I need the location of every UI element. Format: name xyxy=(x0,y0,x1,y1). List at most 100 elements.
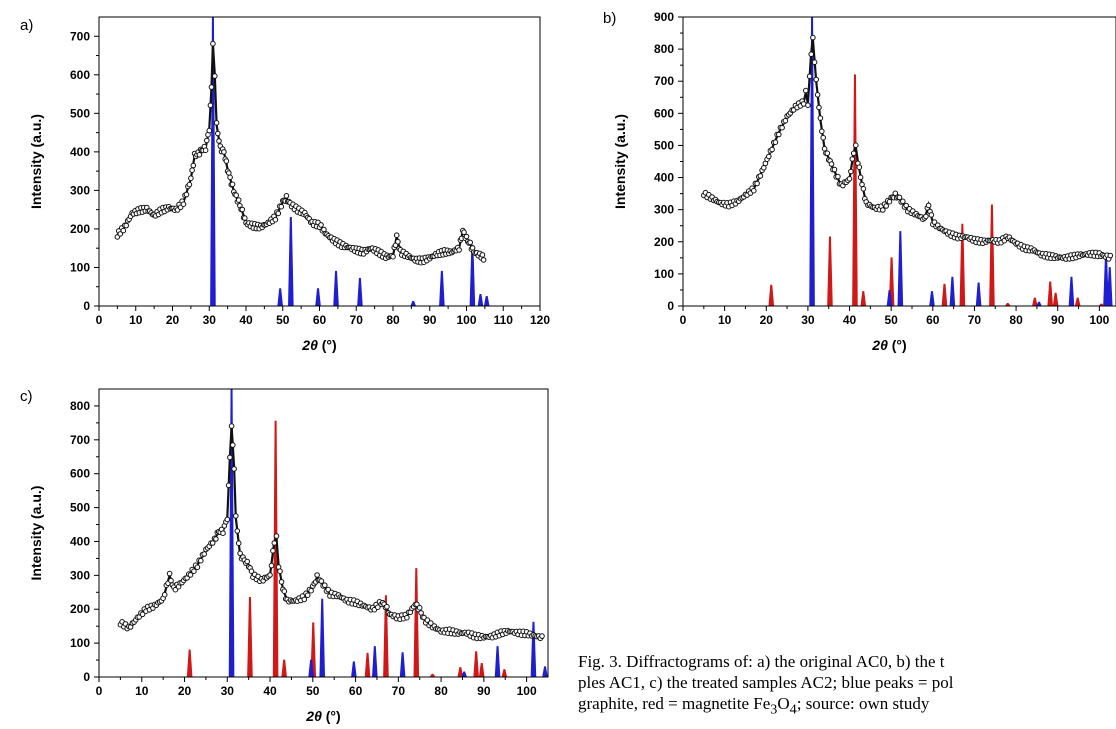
x-tick-label: 80 xyxy=(434,684,448,698)
data-point xyxy=(393,232,400,238)
data-point xyxy=(820,134,827,141)
data-point xyxy=(813,76,820,83)
data-point xyxy=(207,102,214,109)
graphite-peak xyxy=(897,231,904,306)
data-point xyxy=(213,536,219,542)
data-point xyxy=(318,222,324,228)
y-tick-label: 100 xyxy=(70,260,90,274)
y-tick-label: 300 xyxy=(70,183,90,197)
data-point xyxy=(923,213,929,220)
graphite-peak xyxy=(483,295,490,306)
data-point xyxy=(849,156,856,162)
data-point xyxy=(231,466,237,472)
y-tick-label: 100 xyxy=(654,267,674,281)
data-point xyxy=(278,579,285,585)
data-point xyxy=(301,596,308,603)
x-tick-label: 60 xyxy=(926,313,940,327)
x-axis-title: 2θ (°) xyxy=(301,337,336,353)
graphite-peak xyxy=(461,671,468,677)
data-point xyxy=(271,540,278,546)
x-tick-label: 60 xyxy=(313,313,327,327)
measured-markers xyxy=(117,423,545,642)
graphite-peak xyxy=(477,294,484,306)
caption-line-1: Fig. 3. Diffractograms of: a) the origin… xyxy=(578,652,945,671)
x-tick-label: 20 xyxy=(178,684,192,698)
data-point xyxy=(810,34,816,41)
magnetite-peak xyxy=(457,667,464,677)
data-point xyxy=(273,533,280,539)
chart-panel-1: 0 10 20 30 40 50 60 70 80 90 100 110 120 0 100 200 300 40… xyxy=(20,16,550,353)
y-tick-label: 700 xyxy=(70,29,90,43)
data-point xyxy=(278,203,285,210)
data-point xyxy=(824,150,831,156)
panel-label: c) xyxy=(20,388,33,405)
data-point xyxy=(123,222,129,229)
magnetite-peak xyxy=(1047,281,1054,306)
data-point xyxy=(221,149,227,155)
data-point xyxy=(267,572,273,578)
magnetite-peak xyxy=(860,291,867,306)
data-point xyxy=(848,168,854,175)
data-point xyxy=(283,193,290,199)
chart-panel-2: 0 10 20 30 40 50 60 70 80 90 100 0 100 200 300 400 500 60… xyxy=(603,10,1116,353)
graphite-peak xyxy=(357,277,363,306)
data-point xyxy=(808,51,815,58)
data-point xyxy=(244,558,250,565)
data-point xyxy=(424,617,431,623)
data-point xyxy=(308,587,314,594)
data-point xyxy=(456,247,462,253)
x-tick-label: 100 xyxy=(456,313,476,327)
data-point xyxy=(161,591,168,598)
figure-caption: Fig. 3. Diffractograms of: a) the origin… xyxy=(578,651,1116,720)
data-point xyxy=(314,572,320,578)
data-point xyxy=(821,145,828,152)
x-tick-label: 40 xyxy=(239,313,253,327)
graphite-peak xyxy=(351,661,357,677)
data-point xyxy=(395,238,401,245)
data-point xyxy=(769,146,775,153)
x-tick-label: 80 xyxy=(386,313,400,327)
x-tick-label: 0 xyxy=(680,313,687,327)
graphite-peak xyxy=(372,646,378,677)
magnetite-peak xyxy=(281,659,287,677)
data-point xyxy=(751,187,757,194)
data-point xyxy=(896,194,903,201)
x-axis-title: 2θ (°) xyxy=(305,708,340,724)
graphite-peak xyxy=(542,666,548,677)
x-tick-label: 10 xyxy=(129,313,143,327)
magnetite-peak xyxy=(478,663,485,677)
data-point xyxy=(225,482,232,489)
data-point xyxy=(120,227,127,234)
data-point xyxy=(883,203,890,209)
graphite-peak xyxy=(288,216,294,306)
x-tick-label: 60 xyxy=(349,684,363,698)
y-tick-label: 0 xyxy=(667,299,674,313)
magnetite-peak xyxy=(989,204,995,306)
x-tick-label: 20 xyxy=(166,313,180,327)
x-tick-label: 50 xyxy=(306,684,320,698)
caption-line-3-start: graphite, red = magnetite Fe xyxy=(578,694,771,713)
data-point xyxy=(166,570,173,577)
magnetite-peak xyxy=(1052,292,1059,306)
plot-area xyxy=(701,17,1114,306)
caption-line-2: ples AC1, c) the treated samples AC2; bl… xyxy=(578,673,954,692)
measured-line xyxy=(703,39,1113,259)
magnetite-peak xyxy=(959,223,966,306)
data-point xyxy=(235,540,242,547)
data-point xyxy=(461,229,467,235)
y-tick-label: 700 xyxy=(70,433,90,447)
data-point xyxy=(782,117,789,124)
data-point xyxy=(779,124,785,131)
y-tick-label: 800 xyxy=(70,399,90,413)
data-point xyxy=(318,578,325,584)
data-point xyxy=(235,197,242,203)
data-point xyxy=(208,84,215,90)
y-tick-label: 500 xyxy=(70,106,90,120)
x-tick-label: 40 xyxy=(843,313,857,327)
measured-markers xyxy=(701,34,1114,262)
data-point xyxy=(304,592,311,599)
data-point xyxy=(776,131,782,138)
data-point xyxy=(416,604,423,611)
data-point xyxy=(277,568,283,575)
